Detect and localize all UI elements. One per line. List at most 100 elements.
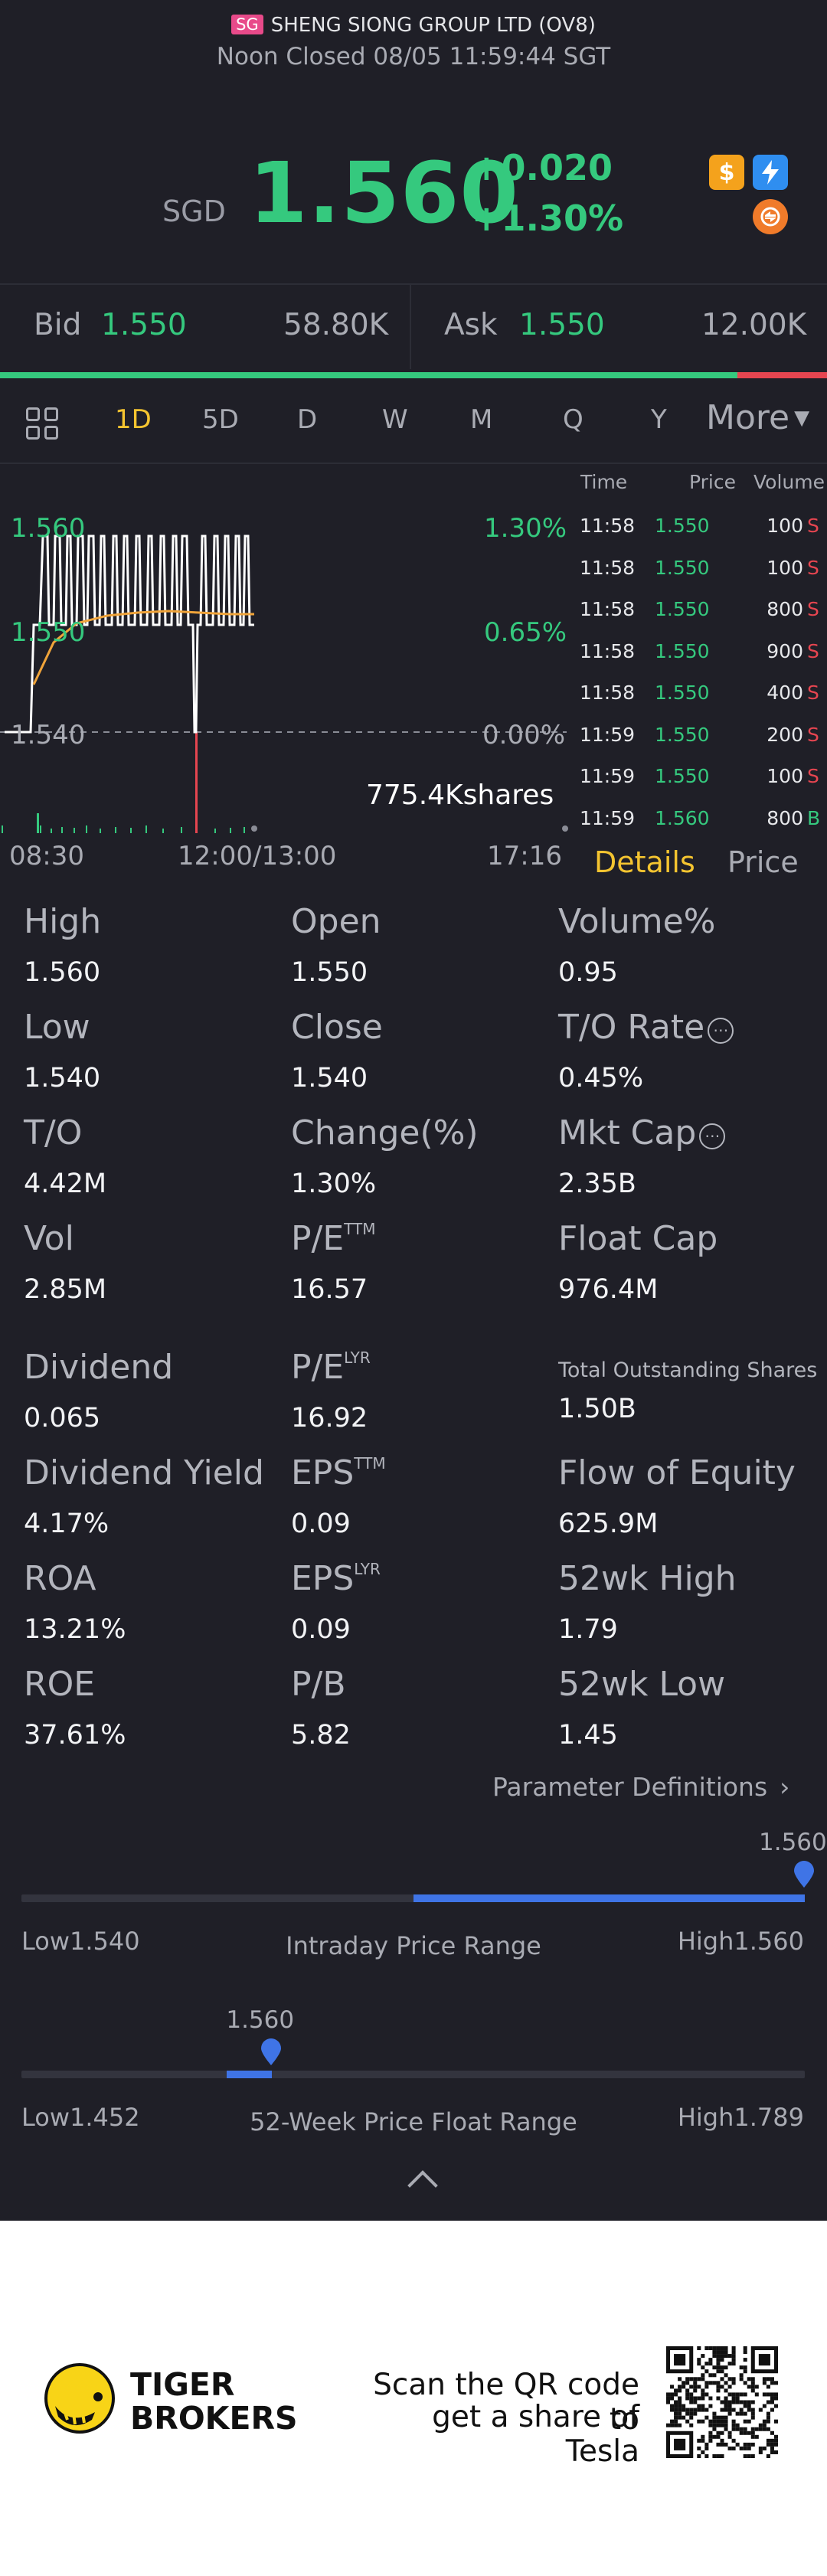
layout-grid-icon[interactable]: [26, 407, 60, 441]
trade-time: 11:58: [580, 515, 636, 537]
y-label-mid: 1.550: [11, 617, 86, 648]
period-tab-y[interactable]: Y: [651, 404, 667, 435]
stat-to: 4.42M: [24, 1169, 107, 1199]
week52-current-price: 1.560: [226, 2006, 295, 2034]
brand-line-2: BROKERS: [130, 2400, 298, 2437]
parameter-definitions-link[interactable]: Parameter Definitions ›: [492, 1772, 789, 1802]
stat-label-open: Open: [291, 902, 381, 941]
stat-pb: 5.82: [291, 1720, 351, 1751]
stat-roe: 37.61%: [24, 1720, 126, 1751]
week52-range-title: 52-Week Price Float Range: [250, 2107, 577, 2136]
trade-price: 1.550: [655, 682, 710, 704]
stat-label-roa: ROA: [24, 1559, 96, 1598]
price-change: +0.020: [472, 147, 613, 188]
trade-time: 11:58: [580, 556, 636, 579]
info-icon[interactable]: ⋯: [708, 1018, 734, 1044]
trade-row: 11:58 1.550 800 S: [0, 598, 827, 639]
pct-label-high: 1.30%: [484, 513, 567, 544]
stat-label-eps-ttm: EPSTTM: [291, 1453, 386, 1492]
stat-volume-pct: 0.95: [558, 957, 618, 988]
stat-eps-ttm: 0.09: [291, 1509, 351, 1539]
stat-label-low: Low: [24, 1008, 90, 1047]
stat-label-roe: ROE: [24, 1665, 96, 1704]
trade-row: 11:58 1.550 900 S: [0, 640, 827, 682]
intraday-range-title: Intraday Price Range: [286, 1931, 541, 1960]
lightning-icon[interactable]: [753, 155, 788, 190]
trade-volume: 200: [767, 723, 803, 746]
trade-time: 11:58: [580, 682, 636, 704]
trade-price: 1.550: [655, 639, 710, 662]
col-header-time: Time: [580, 471, 628, 493]
stat-label-high: High: [24, 902, 102, 941]
bid-volume: 58.80K: [283, 308, 389, 342]
bid-label: Bid: [34, 308, 82, 342]
trade-price: 1.550: [655, 765, 710, 787]
trade-volume: 800: [767, 598, 803, 620]
stock-name: SHENG SIONG GROUP LTD (OV8): [270, 14, 596, 37]
bid-price[interactable]: 1.550: [101, 308, 187, 342]
stat-div-yield: 4.17%: [24, 1509, 110, 1539]
trade-row: 11:58 1.550 400 S: [0, 682, 827, 723]
trade-side: S: [807, 765, 819, 787]
period-tab-m[interactable]: M: [470, 404, 493, 435]
tiger-logo-icon: [44, 2363, 115, 2434]
info-icon[interactable]: ⋯: [699, 1123, 726, 1149]
divider: [0, 463, 827, 464]
market-status: Noon Closed 08/05 11:59:44 SGT: [216, 43, 611, 70]
brand-line-1: TIGER: [130, 2366, 235, 2403]
stat-52wk-low: 1.45: [558, 1720, 618, 1751]
average-line: [32, 610, 254, 685]
stat-label-close: Close: [291, 1008, 383, 1047]
price-change-pct: +1.30%: [472, 198, 624, 239]
trade-row: 11:59 1.560 800 B: [0, 807, 827, 848]
chevron-right-icon: ›: [780, 1772, 790, 1802]
stat-label-mkt-cap[interactable]: Mkt Cap ⋯: [558, 1113, 726, 1152]
stat-mkt-cap: 2.35B: [558, 1169, 636, 1199]
y-label-low: 1.540: [11, 720, 86, 750]
col-header-volume: Volume: [753, 471, 825, 493]
stat-vol: 2.85M: [24, 1274, 107, 1305]
stat-high: 1.560: [24, 957, 101, 988]
period-tab-1d[interactable]: 1D: [115, 404, 152, 435]
stat-label-flow-equity: Flow of Equity: [558, 1453, 796, 1492]
swap-icon[interactable]: [753, 199, 788, 234]
currency-label: SGD: [162, 195, 226, 228]
tab-details[interactable]: Details: [594, 845, 695, 879]
x-label-break: 12:00/13:00: [178, 841, 337, 871]
stat-change-pct: 1.30%: [291, 1169, 377, 1199]
trade-volume: 900: [767, 639, 803, 662]
trade-time: 11:59: [580, 806, 636, 829]
divider: [410, 285, 411, 369]
week52-range-fill: [227, 2071, 273, 2078]
tab-price[interactable]: Price: [727, 845, 799, 879]
trade-price: 1.550: [655, 515, 710, 537]
trade-volume: 400: [767, 682, 803, 704]
period-tab-w[interactable]: W: [382, 404, 408, 435]
stat-label-52wk-high: 52wk High: [558, 1559, 737, 1598]
stat-label-to: T/O: [24, 1113, 83, 1152]
price-line: [5, 534, 254, 734]
ask-price[interactable]: 1.550: [519, 308, 605, 342]
more-periods-button[interactable]: More ▼: [706, 398, 809, 437]
trade-side: S: [807, 723, 819, 746]
stat-label-52wk-low: 52wk Low: [558, 1665, 726, 1704]
intraday-chart[interactable]: [0, 463, 574, 838]
ask-ratio-bar: [737, 372, 827, 378]
dollar-icon[interactable]: $: [709, 155, 744, 190]
divider: [0, 283, 827, 285]
trade-row: 11:58 1.550 100 S: [0, 557, 827, 598]
trade-side: B: [807, 806, 821, 829]
stat-float-cap: 976.4M: [558, 1274, 659, 1305]
trade-volume: 100: [767, 556, 803, 579]
mkt-cap-label: Mkt Cap: [558, 1113, 697, 1152]
stat-to-rate: 0.45%: [558, 1063, 644, 1093]
period-tab-q[interactable]: Q: [563, 404, 583, 435]
trade-price: 1.550: [655, 723, 710, 746]
period-tab-5d[interactable]: 5D: [202, 404, 239, 435]
intraday-range-fill: [414, 1894, 805, 1902]
trade-price: 1.550: [655, 598, 710, 620]
stat-label-to-rate[interactable]: T/O Rate ⋯: [558, 1008, 734, 1047]
chevron-up-icon[interactable]: [407, 2170, 438, 2201]
volume-spike: [195, 732, 198, 833]
period-tab-d[interactable]: D: [297, 404, 318, 435]
